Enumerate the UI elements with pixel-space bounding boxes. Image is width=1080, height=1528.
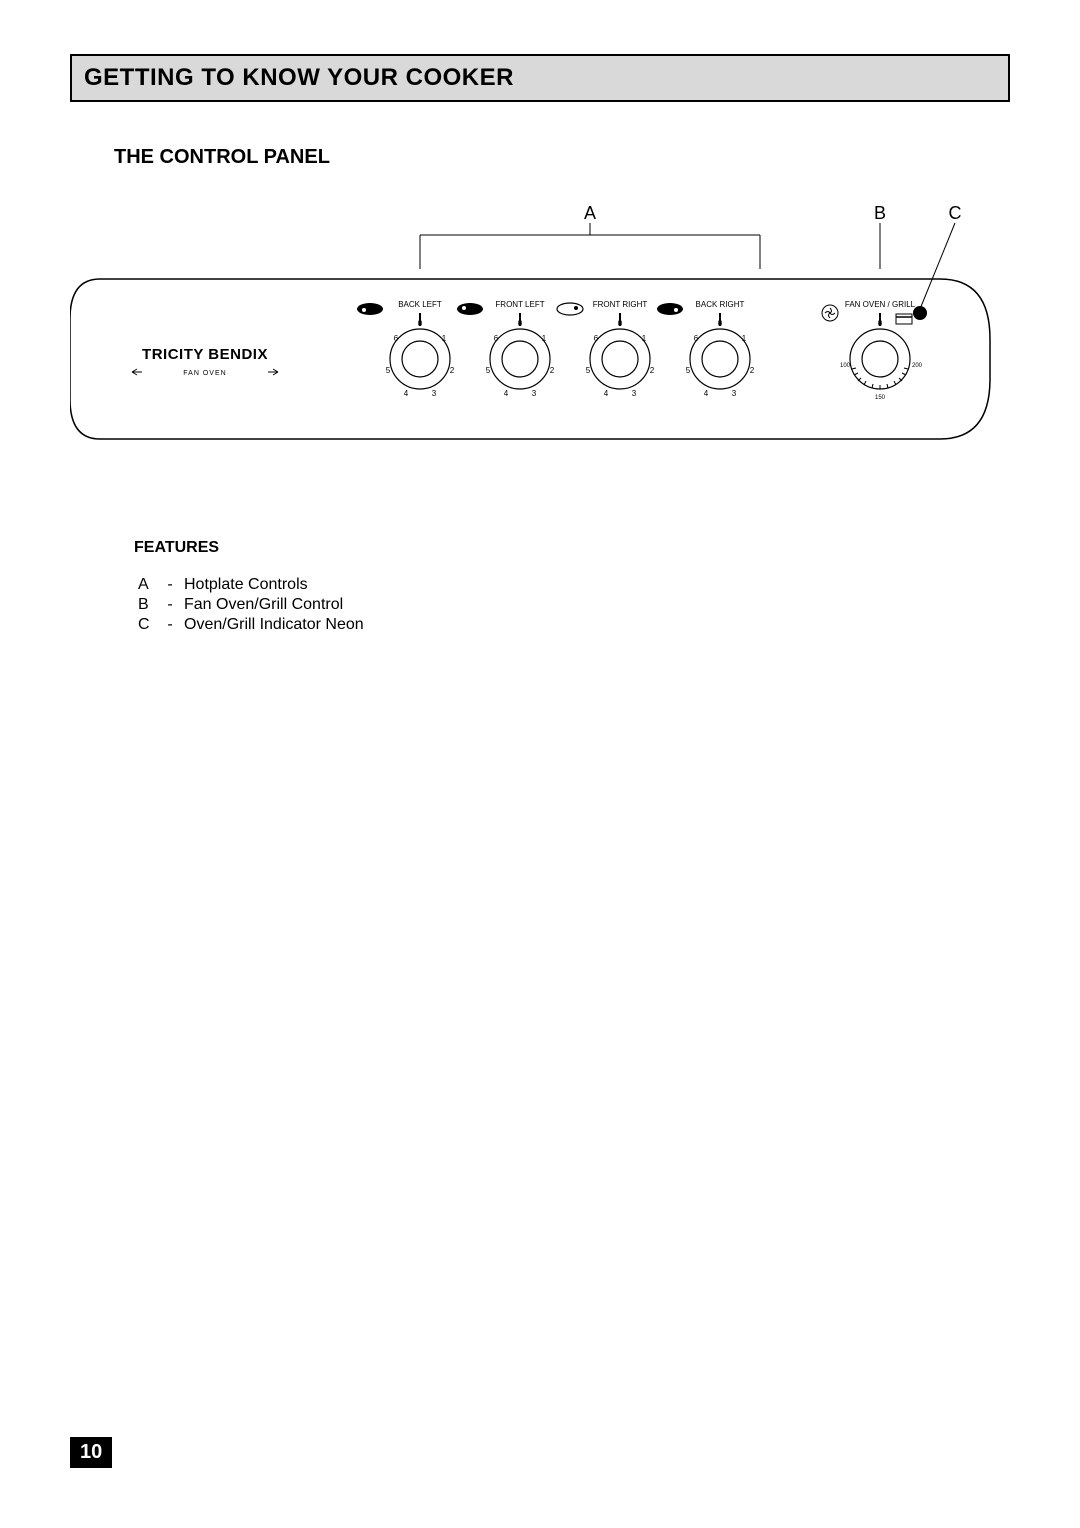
- knob-label: BACK LEFT: [398, 300, 442, 309]
- svg-text:2: 2: [750, 366, 755, 375]
- page-number: 10: [70, 1437, 112, 1468]
- svg-text:6: 6: [394, 334, 399, 343]
- hotplate-knob-front-right: FRONT RIGHT 0 1 2 3 4 5 6: [557, 300, 655, 398]
- features-list: A - Hotplate Controls B - Fan Oven/Grill…: [134, 575, 368, 635]
- feature-desc: Oven/Grill Indicator Neon: [180, 615, 368, 635]
- feature-key: B: [134, 595, 160, 615]
- features-heading: FEATURES: [134, 539, 1010, 557]
- hotplate-indicator-icon: [457, 303, 483, 315]
- callout-a-label: A: [584, 203, 596, 223]
- svg-text:0: 0: [618, 319, 623, 328]
- section-title: GETTING TO KNOW YOUR COOKER: [70, 54, 1010, 102]
- control-panel-heading: THE CONTROL PANEL: [114, 146, 1010, 169]
- svg-text:1: 1: [642, 334, 647, 343]
- callout-c-label: C: [949, 203, 962, 223]
- knob-scale: 0 1 2 3 4 5 6: [386, 319, 455, 398]
- hotplate-knob-back-left: BACK LEFT 0 1 2 3 4 5 6: [357, 300, 455, 398]
- svg-text:1: 1: [742, 334, 747, 343]
- feature-key: A: [134, 575, 160, 595]
- hotplate-indicator-icon: [657, 303, 683, 315]
- svg-text:0: 0: [878, 319, 883, 328]
- svg-text:0: 0: [518, 319, 523, 328]
- svg-text:6: 6: [494, 334, 499, 343]
- svg-text:5: 5: [386, 366, 391, 375]
- feature-desc: Fan Oven/Grill Control: [180, 595, 368, 615]
- svg-text:0: 0: [418, 319, 423, 328]
- oven-scale: 100 150 200: [840, 363, 923, 401]
- svg-text:5: 5: [586, 366, 591, 375]
- svg-text:2: 2: [450, 366, 455, 375]
- oven-grill-knob: FAN OVEN / GRILL 0: [822, 300, 927, 401]
- callout-c-line: [920, 223, 955, 309]
- svg-text:100: 100: [840, 363, 851, 369]
- svg-text:5: 5: [486, 366, 491, 375]
- feature-dash: -: [160, 595, 180, 615]
- feature-row: C - Oven/Grill Indicator Neon: [134, 615, 368, 635]
- svg-text:150: 150: [875, 395, 886, 401]
- svg-text:3: 3: [732, 389, 737, 398]
- svg-text:1: 1: [542, 334, 547, 343]
- knob-label: FRONT RIGHT: [593, 300, 648, 309]
- fan-icon: [822, 305, 838, 321]
- feature-dash: -: [160, 615, 180, 635]
- feature-desc: Hotplate Controls: [180, 575, 368, 595]
- hotplate-indicator-icon: [357, 303, 383, 315]
- brand-subline: FAN OVEN: [183, 370, 226, 377]
- control-panel-diagram: A B C TRICITY BENDIX FAN OVEN BACK LE: [70, 199, 1010, 479]
- feature-row: B - Fan Oven/Grill Control: [134, 595, 368, 615]
- svg-text:4: 4: [404, 389, 409, 398]
- svg-text:3: 3: [632, 389, 637, 398]
- callout-b-label: B: [874, 203, 886, 223]
- knob-scale: 0 1 2 3 4 5 6: [686, 319, 755, 398]
- svg-text:0: 0: [718, 319, 723, 328]
- svg-text:200: 200: [912, 363, 923, 369]
- hotplate-knob-front-left: FRONT LEFT 0 1 2 3 4 5 6: [457, 300, 555, 398]
- knob-scale: 0 1 2 3 4 5 6: [586, 319, 655, 398]
- svg-text:5: 5: [686, 366, 691, 375]
- svg-text:2: 2: [650, 366, 655, 375]
- grill-icon: [896, 314, 912, 324]
- svg-text:4: 4: [704, 389, 709, 398]
- feature-dash: -: [160, 575, 180, 595]
- svg-text:3: 3: [532, 389, 537, 398]
- svg-text:3: 3: [432, 389, 437, 398]
- svg-text:1: 1: [442, 334, 447, 343]
- neon-indicator-icon: [913, 306, 927, 320]
- hotplate-knob-back-right: BACK RIGHT 0 1 2 3 4 5 6: [657, 300, 755, 398]
- hotplate-indicator-icon: [557, 303, 583, 315]
- brand-name: TRICITY BENDIX: [142, 346, 268, 363]
- arrow-left-icon: [132, 369, 142, 375]
- knob-label: BACK RIGHT: [696, 300, 745, 309]
- arrow-right-icon: [268, 369, 278, 375]
- svg-text:6: 6: [694, 334, 699, 343]
- svg-text:6: 6: [594, 334, 599, 343]
- knob-label: FAN OVEN / GRILL: [845, 300, 916, 309]
- feature-key: C: [134, 615, 160, 635]
- feature-row: A - Hotplate Controls: [134, 575, 368, 595]
- svg-text:4: 4: [504, 389, 509, 398]
- svg-text:4: 4: [604, 389, 609, 398]
- knob-label: FRONT LEFT: [495, 300, 544, 309]
- knob-scale: 0 1 2 3 4 5 6: [486, 319, 555, 398]
- svg-text:2: 2: [550, 366, 555, 375]
- knob-cap: [402, 341, 438, 377]
